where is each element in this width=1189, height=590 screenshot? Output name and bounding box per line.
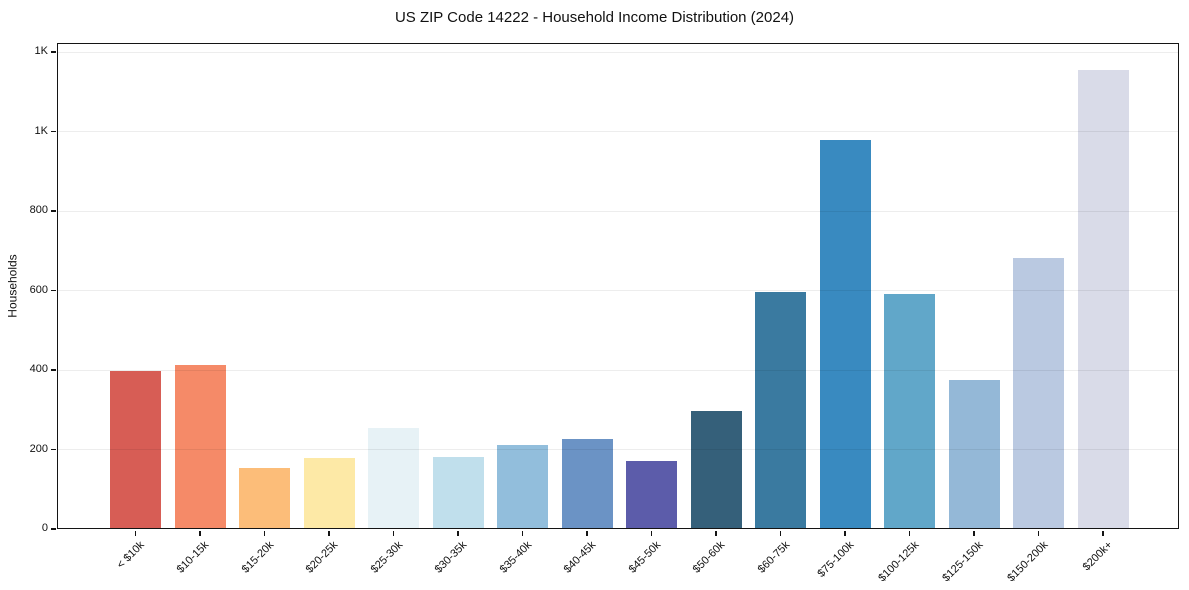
bar xyxy=(497,444,548,529)
x-tick-mark xyxy=(715,531,717,536)
y-tick-label: 0 xyxy=(41,522,48,534)
x-tick-label: $20-25k xyxy=(303,539,341,576)
x-tick-label: $125-150k xyxy=(940,539,986,585)
gridline xyxy=(57,51,1179,53)
gridline xyxy=(57,449,1179,451)
x-tick-mark xyxy=(586,531,588,536)
x-tick-label: $35-40k xyxy=(497,539,534,576)
bar xyxy=(110,370,161,529)
x-tick-label: $15-20k xyxy=(239,539,276,576)
bar xyxy=(368,428,419,529)
gridline xyxy=(57,210,1179,212)
x-tick-mark xyxy=(1037,531,1040,536)
y-tick-mark xyxy=(50,51,56,53)
plot-area xyxy=(50,43,1179,536)
y-tick-label: 1K xyxy=(34,45,48,58)
x-tick-mark xyxy=(328,531,330,536)
x-tick-label: $100-125k xyxy=(875,539,921,585)
x-tick-mark xyxy=(908,531,911,536)
x-tick-mark xyxy=(1102,531,1104,536)
x-tick-mark xyxy=(457,531,459,536)
x-tick-label: $200k+ xyxy=(1080,539,1115,574)
y-tick-mark xyxy=(50,210,56,212)
x-tick-mark xyxy=(844,531,846,536)
x-tick-mark xyxy=(521,531,524,536)
bar xyxy=(1077,70,1129,529)
bar xyxy=(303,457,355,529)
x-tick-label: $25-30k xyxy=(368,539,405,576)
plot-frame xyxy=(57,43,1179,529)
gridline xyxy=(57,290,1179,292)
y-tick-mark xyxy=(50,369,56,371)
bar xyxy=(819,140,871,529)
gridline xyxy=(57,369,1179,371)
x-tick-mark xyxy=(650,531,653,536)
chart-title: US ZIP Code 14222 - Household Income Dis… xyxy=(394,9,795,26)
y-tick-label: 600 xyxy=(29,283,48,296)
bar xyxy=(948,379,1000,529)
y-tick-mark xyxy=(50,130,56,133)
bar xyxy=(626,461,677,529)
x-tick-label: $75-100k xyxy=(815,539,857,580)
x-tick-label: $30-35k xyxy=(432,539,470,576)
x-tick-label: < $10k xyxy=(114,539,147,572)
x-tick-mark xyxy=(263,531,266,536)
y-tick-mark xyxy=(50,289,56,292)
bar xyxy=(1013,257,1064,529)
x-tick-mark xyxy=(392,531,395,536)
x-tick-label: $50-60k xyxy=(690,539,728,576)
bar xyxy=(561,438,613,529)
y-tick-label: 200 xyxy=(29,442,48,455)
bar xyxy=(239,467,290,529)
gridline xyxy=(57,131,1179,133)
bar xyxy=(432,457,484,529)
x-tick-mark xyxy=(134,531,137,536)
x-tick-label: $45-50k xyxy=(626,539,663,576)
y-tick-label: 400 xyxy=(29,363,48,376)
x-tick-label: $40-45k xyxy=(561,539,599,576)
bar xyxy=(690,410,742,529)
x-tick-mark xyxy=(973,531,975,536)
x-tick-label: $10-15k xyxy=(174,539,212,576)
bar xyxy=(884,293,935,529)
bar xyxy=(174,365,226,529)
x-tick-label: $150-200k xyxy=(1004,539,1050,585)
y-tick-mark xyxy=(50,448,56,451)
x-tick-mark xyxy=(199,531,201,536)
y-tick-label: 800 xyxy=(29,204,48,217)
x-tick-mark xyxy=(779,531,782,536)
bar xyxy=(755,291,806,529)
y-tick-label: 1K xyxy=(34,124,48,137)
x-tick-label: $60-75k xyxy=(755,539,792,576)
y-tick-mark xyxy=(50,528,56,530)
